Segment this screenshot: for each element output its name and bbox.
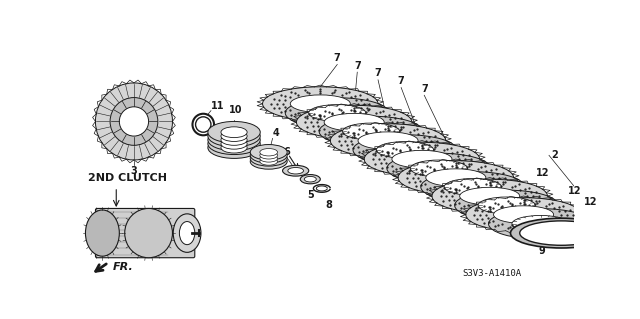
Text: 8: 8 xyxy=(326,200,333,210)
Text: 12: 12 xyxy=(584,197,597,207)
Ellipse shape xyxy=(260,155,278,162)
Ellipse shape xyxy=(221,138,247,149)
Ellipse shape xyxy=(208,125,260,147)
Text: 7: 7 xyxy=(374,68,381,78)
Ellipse shape xyxy=(304,176,316,182)
Text: 1: 1 xyxy=(561,204,567,214)
Ellipse shape xyxy=(466,198,581,232)
Text: 1: 1 xyxy=(431,130,438,140)
Ellipse shape xyxy=(260,158,278,165)
Ellipse shape xyxy=(110,98,158,145)
Text: 9: 9 xyxy=(539,246,545,256)
Ellipse shape xyxy=(324,113,384,131)
FancyBboxPatch shape xyxy=(95,208,195,258)
Text: 11: 11 xyxy=(211,101,225,111)
Ellipse shape xyxy=(250,154,287,169)
Ellipse shape xyxy=(288,167,303,174)
Ellipse shape xyxy=(376,142,433,158)
Ellipse shape xyxy=(432,179,547,213)
Ellipse shape xyxy=(493,206,554,223)
Ellipse shape xyxy=(426,169,486,187)
Ellipse shape xyxy=(221,142,247,153)
Ellipse shape xyxy=(125,208,172,258)
Text: 2: 2 xyxy=(551,150,558,160)
Ellipse shape xyxy=(95,83,172,160)
Ellipse shape xyxy=(260,149,278,156)
Ellipse shape xyxy=(358,132,418,150)
Ellipse shape xyxy=(208,133,260,154)
Ellipse shape xyxy=(511,218,612,248)
Ellipse shape xyxy=(221,131,247,141)
Ellipse shape xyxy=(250,145,287,160)
Ellipse shape xyxy=(410,160,467,177)
Ellipse shape xyxy=(342,123,400,140)
Ellipse shape xyxy=(420,172,525,202)
Ellipse shape xyxy=(291,95,350,113)
Ellipse shape xyxy=(398,161,513,195)
Ellipse shape xyxy=(454,190,559,221)
Text: 1: 1 xyxy=(528,186,535,196)
Ellipse shape xyxy=(300,174,320,184)
Ellipse shape xyxy=(478,197,535,214)
Ellipse shape xyxy=(262,87,378,121)
Text: 7: 7 xyxy=(398,76,404,86)
Text: 1: 1 xyxy=(463,149,470,159)
Ellipse shape xyxy=(250,151,287,166)
Ellipse shape xyxy=(392,150,452,168)
Ellipse shape xyxy=(460,187,520,205)
Text: 1: 1 xyxy=(496,167,502,177)
Ellipse shape xyxy=(208,122,260,143)
Ellipse shape xyxy=(444,179,501,195)
Ellipse shape xyxy=(179,221,195,245)
Text: 1: 1 xyxy=(399,112,406,122)
Text: 5: 5 xyxy=(307,190,314,200)
Text: 3: 3 xyxy=(131,166,138,176)
Text: 6: 6 xyxy=(283,147,290,157)
Text: 7: 7 xyxy=(421,84,428,94)
Ellipse shape xyxy=(520,221,603,245)
Ellipse shape xyxy=(260,152,278,159)
Ellipse shape xyxy=(319,116,423,147)
Ellipse shape xyxy=(208,137,260,159)
Ellipse shape xyxy=(285,98,389,128)
Ellipse shape xyxy=(221,135,247,145)
Text: 12: 12 xyxy=(568,186,582,196)
Text: 4: 4 xyxy=(273,128,279,138)
Text: 12: 12 xyxy=(536,168,549,178)
Text: 2ND CLUTCH: 2ND CLUTCH xyxy=(88,173,167,183)
Text: 7: 7 xyxy=(334,53,340,63)
Ellipse shape xyxy=(208,129,260,151)
Ellipse shape xyxy=(387,153,491,184)
Ellipse shape xyxy=(364,142,480,176)
Text: FR.: FR. xyxy=(113,262,133,272)
Ellipse shape xyxy=(283,165,308,176)
Ellipse shape xyxy=(173,214,201,252)
Ellipse shape xyxy=(330,124,446,158)
Ellipse shape xyxy=(221,127,247,137)
Text: 10: 10 xyxy=(229,105,243,115)
Ellipse shape xyxy=(119,107,148,136)
Ellipse shape xyxy=(308,105,366,121)
Ellipse shape xyxy=(86,210,119,256)
Ellipse shape xyxy=(512,215,569,232)
Ellipse shape xyxy=(296,105,412,139)
Ellipse shape xyxy=(488,209,593,239)
Text: 7: 7 xyxy=(354,61,360,70)
Ellipse shape xyxy=(353,135,457,165)
Ellipse shape xyxy=(250,148,287,163)
Text: S3V3-A1410A: S3V3-A1410A xyxy=(463,269,522,278)
